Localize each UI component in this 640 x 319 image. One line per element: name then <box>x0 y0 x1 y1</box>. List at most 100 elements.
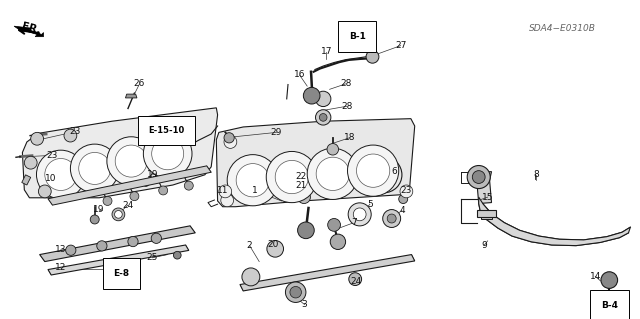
Text: 23: 23 <box>47 151 58 160</box>
Text: 9: 9 <box>481 241 486 250</box>
Polygon shape <box>22 175 31 185</box>
Text: 27: 27 <box>395 41 406 50</box>
Circle shape <box>97 241 107 251</box>
Text: 23: 23 <box>69 127 81 136</box>
Circle shape <box>130 192 139 201</box>
Circle shape <box>173 251 181 259</box>
Text: 15: 15 <box>482 193 493 202</box>
Polygon shape <box>477 172 492 204</box>
Circle shape <box>348 145 399 196</box>
Text: 11: 11 <box>217 186 228 195</box>
Circle shape <box>290 286 301 298</box>
Polygon shape <box>14 26 44 37</box>
Circle shape <box>366 50 379 63</box>
Polygon shape <box>479 197 630 246</box>
Circle shape <box>327 144 339 155</box>
Polygon shape <box>240 255 415 291</box>
Circle shape <box>24 156 37 169</box>
Text: 21: 21 <box>295 182 307 190</box>
Circle shape <box>285 282 306 302</box>
Text: E-15-10: E-15-10 <box>148 126 184 135</box>
Text: 18: 18 <box>344 133 355 142</box>
Circle shape <box>366 157 402 193</box>
Circle shape <box>349 273 362 286</box>
Text: 25: 25 <box>147 253 158 262</box>
Text: 23: 23 <box>400 186 412 195</box>
Circle shape <box>221 194 234 207</box>
Circle shape <box>301 185 311 195</box>
Circle shape <box>316 110 331 125</box>
Text: 26: 26 <box>134 79 145 88</box>
Circle shape <box>151 233 161 243</box>
Circle shape <box>275 160 308 194</box>
Text: B-4: B-4 <box>601 301 618 310</box>
Circle shape <box>184 181 193 190</box>
Circle shape <box>66 245 76 255</box>
Circle shape <box>142 179 150 186</box>
Text: 6: 6 <box>392 167 397 176</box>
Circle shape <box>316 157 349 190</box>
Text: 13: 13 <box>55 245 67 254</box>
Circle shape <box>219 185 232 198</box>
Circle shape <box>70 144 119 193</box>
Circle shape <box>298 191 310 204</box>
Circle shape <box>298 222 314 239</box>
Text: 5: 5 <box>367 200 372 209</box>
Circle shape <box>601 272 618 288</box>
Circle shape <box>115 145 147 177</box>
Text: 16: 16 <box>294 70 305 79</box>
Circle shape <box>303 87 320 104</box>
Circle shape <box>152 138 184 170</box>
Circle shape <box>90 215 99 224</box>
Circle shape <box>399 195 408 204</box>
Text: 17: 17 <box>321 48 332 56</box>
Circle shape <box>374 165 394 185</box>
Polygon shape <box>477 210 496 217</box>
Circle shape <box>307 148 358 199</box>
Polygon shape <box>216 119 415 207</box>
Circle shape <box>36 150 85 199</box>
Text: 3: 3 <box>302 300 307 309</box>
Circle shape <box>38 185 51 198</box>
Polygon shape <box>48 245 189 275</box>
Circle shape <box>143 130 192 178</box>
Circle shape <box>267 241 284 257</box>
Text: 2: 2 <box>247 241 252 250</box>
Circle shape <box>236 164 269 197</box>
Circle shape <box>107 137 156 185</box>
Circle shape <box>330 234 346 249</box>
Text: 28: 28 <box>340 79 351 88</box>
Text: E-8: E-8 <box>113 269 130 278</box>
Circle shape <box>387 214 396 223</box>
Circle shape <box>224 133 234 143</box>
Text: 7: 7 <box>351 218 356 227</box>
Circle shape <box>348 203 371 226</box>
Text: 29: 29 <box>271 128 282 137</box>
Circle shape <box>472 171 485 183</box>
Circle shape <box>353 208 366 221</box>
Circle shape <box>79 152 111 184</box>
Polygon shape <box>48 166 211 205</box>
Circle shape <box>115 211 122 218</box>
Circle shape <box>31 132 44 145</box>
Text: 12: 12 <box>55 263 67 272</box>
Text: 8: 8 <box>534 170 539 179</box>
Circle shape <box>64 129 77 142</box>
Circle shape <box>224 136 237 148</box>
Circle shape <box>128 236 138 247</box>
Circle shape <box>112 208 125 221</box>
Circle shape <box>266 152 317 203</box>
Polygon shape <box>481 217 492 219</box>
Text: 20: 20 <box>267 241 278 249</box>
Circle shape <box>103 197 112 205</box>
Text: 24: 24 <box>122 201 134 210</box>
Text: 19: 19 <box>147 170 158 179</box>
Circle shape <box>316 91 331 107</box>
Circle shape <box>159 186 168 195</box>
Circle shape <box>400 185 413 198</box>
Text: 19: 19 <box>93 205 105 214</box>
Text: B-1: B-1 <box>349 32 365 41</box>
Circle shape <box>242 268 260 286</box>
Circle shape <box>383 210 401 227</box>
Text: 4: 4 <box>399 206 404 215</box>
